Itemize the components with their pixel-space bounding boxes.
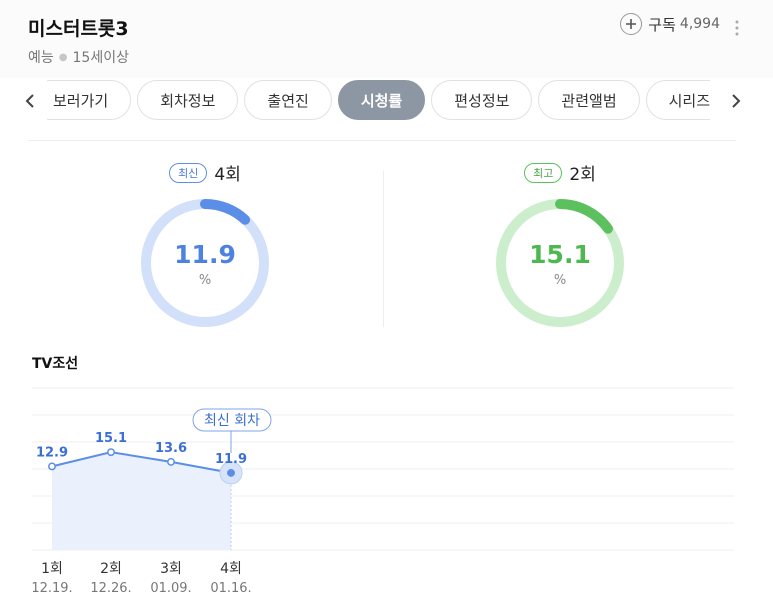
more-options-icon[interactable]: [731, 18, 743, 38]
episode-label: 2회: [100, 561, 122, 577]
tab-5[interactable]: 관련앨범: [538, 80, 640, 120]
x-tick-label: 1회 12.19.: [22, 558, 82, 596]
tabs-viewport: 보러가기 회차정보 출연진 시청률 편성정보 관련앨범 시리즈: [47, 80, 710, 122]
series-line: [51, 451, 232, 474]
episode-label: 4회: [220, 561, 242, 577]
chevron-left-icon[interactable]: [21, 92, 39, 110]
data-point: [48, 462, 56, 471]
x-tick-label: 2회 12.26.: [81, 558, 141, 596]
latest-round: 4회: [214, 165, 241, 185]
tab-4[interactable]: 편성정보: [431, 80, 533, 120]
data-point: [107, 448, 115, 457]
tab-list: 보러가기 회차정보 출연진 시청률 편성정보 관련앨범 시리즈: [47, 80, 710, 120]
subscriber-count: 4,994: [679, 16, 720, 32]
data-point: [167, 457, 175, 466]
program-title: 미스터트롯3: [28, 18, 129, 40]
best-value: 15.1: [529, 240, 591, 269]
annotation-text: 최신 회차: [204, 413, 260, 429]
annotation-bubble: [192, 408, 272, 432]
chevron-right-icon[interactable]: [727, 92, 745, 110]
air-date-label: 12.19.: [31, 581, 73, 596]
best-ring: [496, 199, 624, 327]
tab-3[interactable]: 시청률: [337, 80, 426, 120]
data-point: [227, 468, 235, 477]
air-date-label: 12.26.: [90, 581, 132, 596]
program-meta: 예능 ● 15세이상: [28, 47, 129, 67]
episode-label: 1회: [41, 561, 63, 577]
program-header: 미스터트롯3 예능 ● 15세이상 구독 4,994: [0, 0, 773, 78]
data-label: 15.1: [95, 431, 127, 446]
section-divider: [28, 140, 736, 141]
plus-icon: [620, 13, 643, 35]
data-label: 11.9: [215, 452, 247, 467]
tab-0[interactable]: 보러가기: [47, 80, 132, 120]
best-ring-arc: [496, 199, 624, 327]
tab-bar: 보러가기 회차정보 출연진 시청률 편성정보 관련앨범 시리즈: [0, 80, 773, 122]
best-unit: %: [553, 273, 567, 288]
program-rating: 15세이상: [72, 50, 129, 66]
series-area: [52, 452, 231, 550]
best-round: 2회: [569, 165, 596, 185]
latest-badge: 최신: [169, 162, 208, 183]
air-date-label: 01.16.: [210, 581, 252, 596]
network-name: TV조선: [32, 356, 79, 372]
tab-6[interactable]: 시리즈: [645, 80, 710, 120]
gauge-divider: [383, 171, 384, 327]
data-label: 12.9: [36, 445, 68, 460]
tab-1[interactable]: 회차정보: [137, 80, 239, 120]
latest-ring-arc: [141, 199, 269, 327]
latest-value: 11.9: [174, 240, 236, 269]
latest-unit: %: [198, 273, 212, 288]
ratings-chart-svg: 최신 회차 12.9 15.1 13.6 11.9: [32, 387, 734, 551]
data-label: 13.6: [155, 441, 187, 456]
separator-dot: ●: [58, 52, 68, 63]
program-genre: 예능: [28, 50, 54, 66]
x-tick-label: 4회 01.16.: [201, 558, 261, 596]
ratings-chart: 최신 회차 12.9 15.1 13.6 11.9 1회 12.19. 2회 12.26. 3회…: [0, 380, 773, 609]
subscribe-button[interactable]: 구독 4,994: [620, 13, 720, 35]
best-badge: 최고: [524, 162, 563, 183]
subscribe-label: 구독: [648, 15, 676, 34]
x-tick-label: 3회 01.09.: [141, 558, 201, 596]
air-date-label: 01.09.: [150, 581, 192, 596]
best-rating-gauge: 최고 2회 15.1 %: [480, 160, 640, 330]
tab-2[interactable]: 출연진: [244, 80, 332, 120]
episode-label: 3회: [160, 561, 182, 577]
latest-ring: [141, 199, 269, 327]
latest-rating-gauge: 최신 4회 11.9 %: [125, 160, 285, 330]
